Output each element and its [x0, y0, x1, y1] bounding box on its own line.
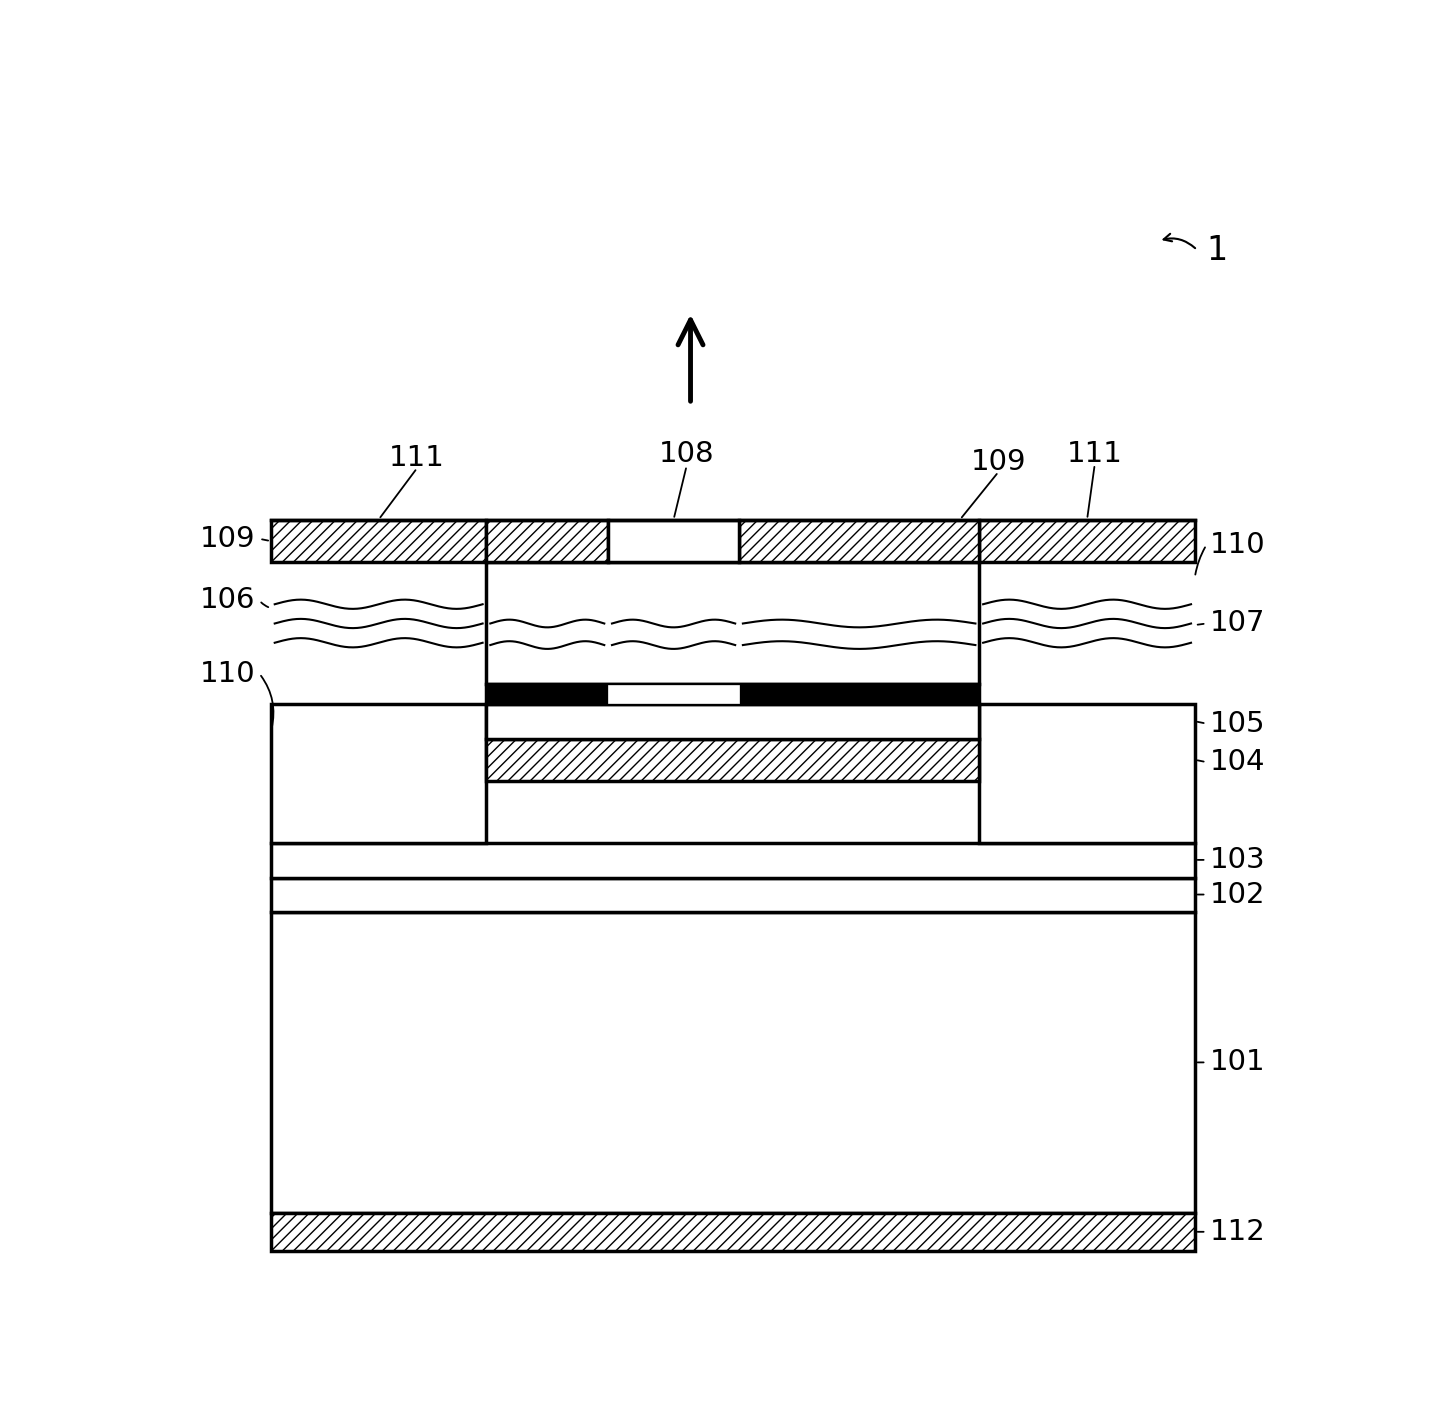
Text: 110: 110	[1210, 532, 1266, 558]
Text: 107b: 107b	[511, 584, 578, 609]
Text: 111: 111	[1067, 440, 1123, 468]
Text: 107b: 107b	[788, 584, 855, 609]
Text: 1: 1	[1207, 234, 1228, 266]
Bar	[270, 1213, 1195, 1251]
Text: 109: 109	[971, 448, 1027, 475]
Bar	[608, 519, 739, 563]
Bar	[486, 519, 608, 563]
Text: 101: 101	[1210, 1049, 1266, 1076]
Bar	[270, 843, 1195, 877]
Bar	[270, 705, 486, 843]
Bar	[270, 877, 1195, 912]
Text: 109: 109	[200, 525, 256, 553]
Text: 104: 104	[1210, 749, 1266, 776]
Bar	[739, 519, 980, 563]
Text: 111: 111	[389, 444, 445, 472]
Text: 107a: 107a	[641, 584, 706, 609]
Bar	[980, 705, 1195, 843]
Text: 107: 107	[1210, 609, 1266, 637]
Bar	[486, 705, 980, 739]
Bar	[608, 685, 739, 702]
Text: 102: 102	[1210, 880, 1266, 908]
Bar	[486, 739, 980, 781]
Text: 105: 105	[1210, 709, 1266, 737]
Text: 110: 110	[200, 660, 256, 688]
Text: 103: 103	[1210, 846, 1266, 874]
Text: 106: 106	[200, 587, 256, 615]
Bar	[270, 912, 1195, 1213]
Bar	[486, 684, 980, 705]
Text: 108: 108	[659, 440, 715, 468]
Text: 112: 112	[1210, 1218, 1266, 1246]
Bar	[980, 519, 1195, 563]
Bar	[486, 563, 980, 684]
Bar	[270, 519, 486, 563]
